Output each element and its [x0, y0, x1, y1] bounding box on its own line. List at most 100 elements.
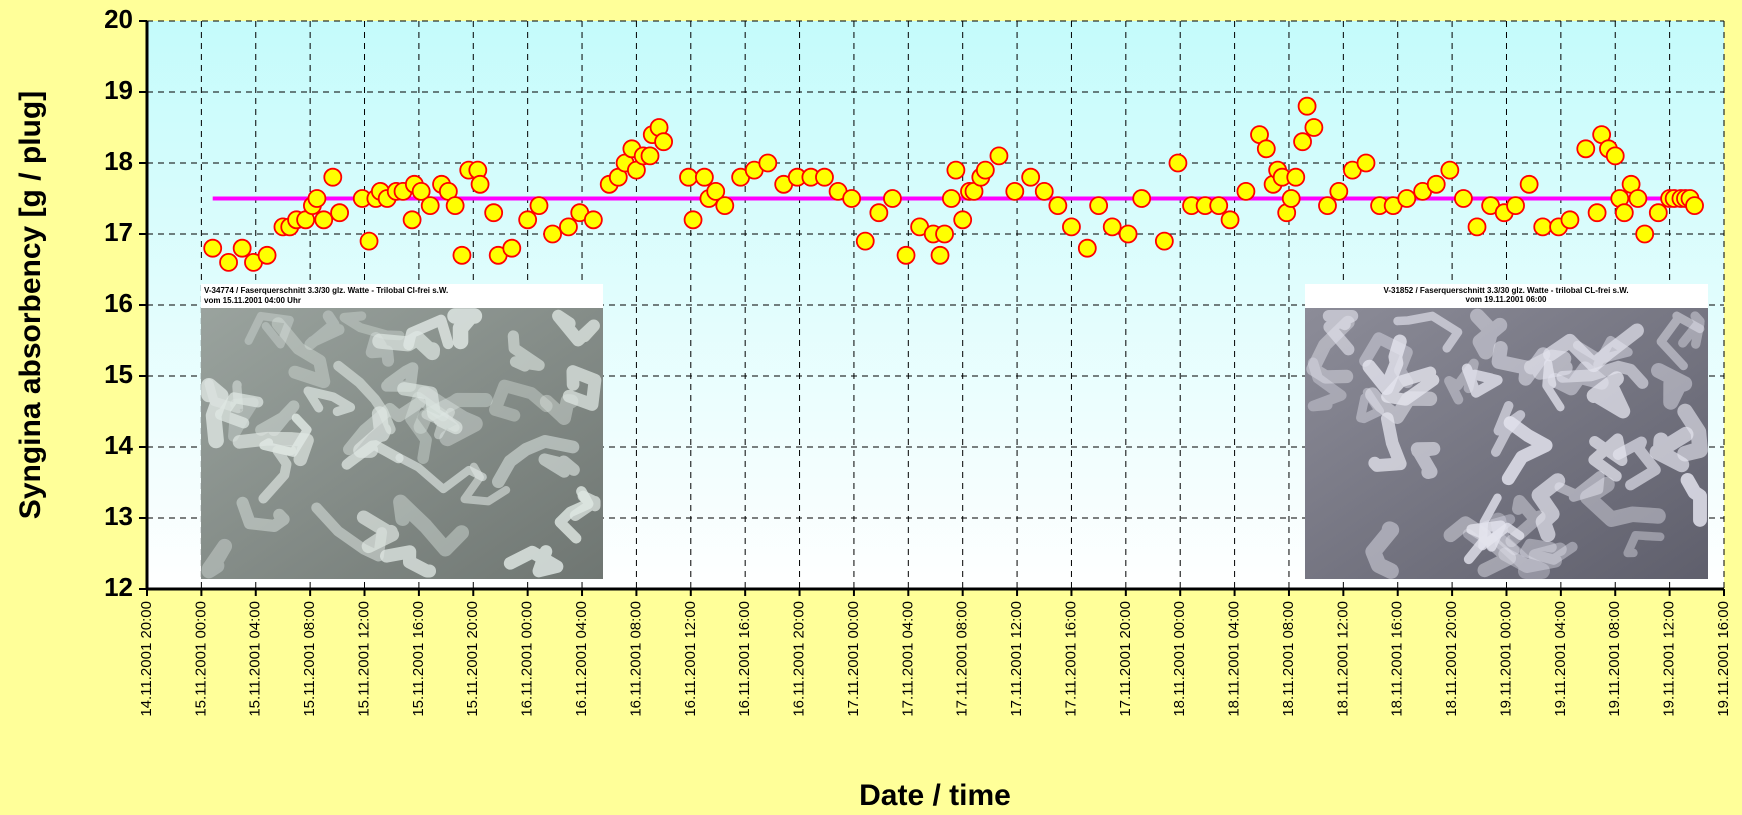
x-tick-label: 15.11.2001 20:00 — [464, 601, 481, 717]
x-tick-label: 18.11.2001 04:00 — [1226, 601, 1243, 717]
y-tick-label: 15 — [104, 359, 133, 389]
data-point — [1358, 155, 1375, 172]
photo-caption: V-34774 / Faserquerschnitt 3.3/30 glz. W… — [204, 286, 448, 295]
data-point — [1006, 183, 1023, 200]
x-tick-label: 15.11.2001 16:00 — [410, 601, 427, 717]
data-point — [1104, 218, 1121, 235]
data-point — [680, 169, 697, 186]
x-tick-label: 17.11.2001 04:00 — [899, 601, 916, 717]
x-tick-label: 19.11.2001 04:00 — [1552, 601, 1569, 717]
data-point — [1455, 190, 1472, 207]
data-point — [954, 211, 971, 228]
x-tick-label: 19.11.2001 16:00 — [1715, 601, 1732, 717]
data-point — [1589, 204, 1606, 221]
chart: V-34774 / Faserquerschnitt 3.3/30 glz. W… — [0, 0, 1742, 815]
data-point — [1169, 155, 1186, 172]
data-point — [1222, 211, 1239, 228]
data-point — [1237, 183, 1254, 200]
y-tick-label: 18 — [104, 146, 133, 176]
data-point — [1607, 147, 1624, 164]
x-axis-title: Date / time — [859, 779, 1011, 812]
data-point — [1305, 119, 1322, 136]
data-point — [1636, 226, 1653, 243]
x-tick-label: 16.11.2001 04:00 — [573, 601, 590, 717]
data-point — [204, 240, 221, 257]
x-tick-label: 16.11.2001 00:00 — [519, 601, 536, 717]
y-tick-label: 12 — [104, 572, 133, 602]
photo-caption: vom 19.11.2001 06:00 — [1466, 295, 1548, 304]
data-point — [943, 190, 960, 207]
data-point — [716, 197, 733, 214]
y-tick-label: 17 — [104, 217, 133, 247]
x-tick-label: 18.11.2001 00:00 — [1171, 601, 1188, 717]
data-point — [404, 211, 421, 228]
data-point — [1521, 176, 1538, 193]
data-point — [1120, 226, 1137, 243]
data-point — [843, 190, 860, 207]
data-point — [1534, 218, 1551, 235]
x-tick-label: 19.11.2001 12:00 — [1661, 601, 1678, 717]
data-point — [361, 233, 378, 250]
y-tick-label: 13 — [104, 501, 133, 531]
data-point — [759, 155, 776, 172]
y-tick-label: 20 — [104, 4, 133, 34]
x-tick-label: 18.11.2001 16:00 — [1389, 601, 1406, 717]
data-point — [1063, 218, 1080, 235]
data-point — [1561, 211, 1578, 228]
data-point — [1398, 190, 1415, 207]
data-point — [308, 190, 325, 207]
data-point — [1577, 140, 1594, 157]
data-point — [259, 247, 276, 264]
data-point — [1133, 190, 1150, 207]
data-point — [1258, 140, 1275, 157]
data-point — [1319, 197, 1336, 214]
data-point — [696, 169, 713, 186]
data-point — [234, 240, 251, 257]
data-point — [1079, 240, 1096, 257]
data-point — [503, 240, 520, 257]
data-point — [642, 147, 659, 164]
x-tick-label: 15.11.2001 00:00 — [192, 601, 209, 717]
data-point — [472, 176, 489, 193]
data-point — [816, 169, 833, 186]
x-tick-label: 16.11.2001 08:00 — [627, 601, 644, 717]
x-tick-label: 16.11.2001 12:00 — [682, 601, 699, 717]
data-point — [936, 226, 953, 243]
data-point — [560, 218, 577, 235]
data-point — [1441, 162, 1458, 179]
data-point — [1428, 176, 1445, 193]
data-point — [884, 190, 901, 207]
y-tick-label: 19 — [104, 75, 133, 105]
data-point — [1616, 204, 1633, 221]
data-point — [1283, 190, 1300, 207]
x-tick-label: 16.11.2001 20:00 — [791, 601, 808, 717]
x-tick-label: 17.11.2001 12:00 — [1008, 601, 1025, 717]
data-point — [947, 162, 964, 179]
data-point — [1299, 98, 1316, 115]
x-tick-label: 16.11.2001 16:00 — [736, 601, 753, 717]
data-point — [870, 204, 887, 221]
x-tick-label: 18.11.2001 08:00 — [1280, 601, 1297, 717]
data-point — [1036, 183, 1053, 200]
data-point — [1507, 197, 1524, 214]
data-point — [1330, 183, 1347, 200]
data-point — [331, 204, 348, 221]
data-point — [1650, 204, 1667, 221]
data-point — [1090, 197, 1107, 214]
data-point — [977, 162, 994, 179]
x-tick-label: 15.11.2001 12:00 — [355, 601, 372, 717]
data-point — [324, 169, 341, 186]
data-point — [655, 133, 672, 150]
data-point — [447, 197, 464, 214]
data-point — [485, 204, 502, 221]
data-point — [422, 197, 439, 214]
data-point — [1049, 197, 1066, 214]
data-point — [1686, 197, 1703, 214]
x-tick-label: 19.11.2001 00:00 — [1497, 601, 1514, 717]
data-point — [530, 197, 547, 214]
y-tick-label: 16 — [104, 288, 133, 318]
photo-caption: V-31852 / Faserquerschnitt 3.3/30 glz. W… — [1383, 286, 1628, 295]
data-point — [990, 147, 1007, 164]
data-point — [932, 247, 949, 264]
data-point — [220, 254, 237, 271]
